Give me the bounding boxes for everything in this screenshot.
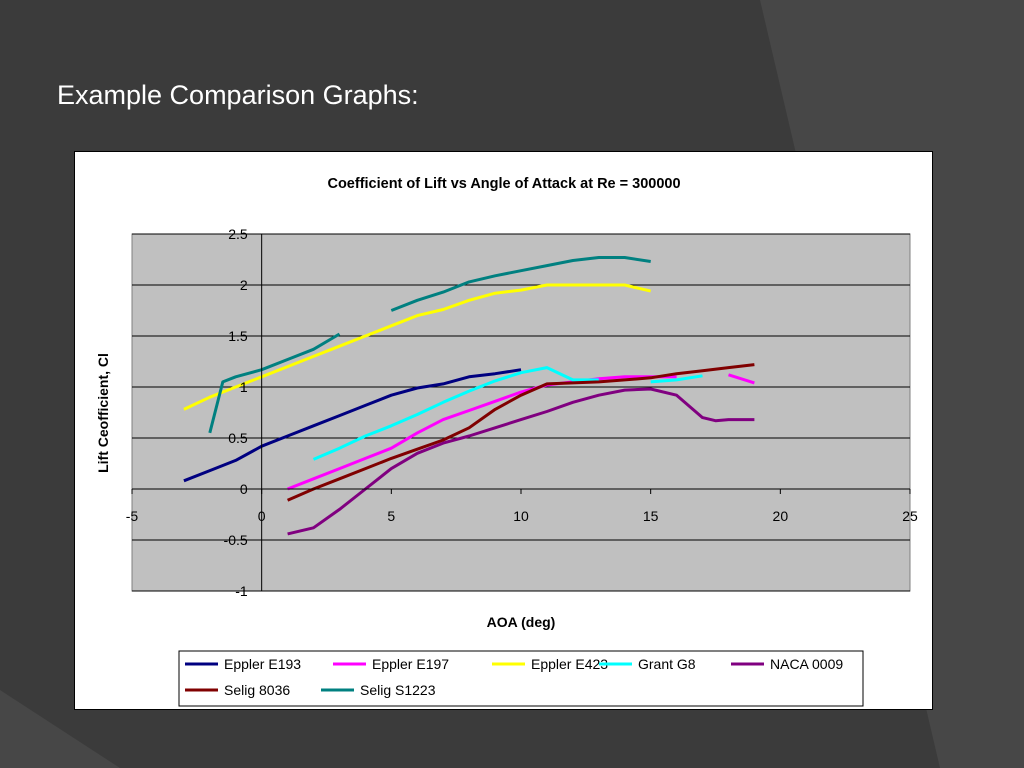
legend-label: NACA 0009 — [770, 656, 843, 672]
x-tick-label: 10 — [513, 508, 529, 524]
series-line-eppler-e197 — [728, 373, 755, 385]
series-line-eppler-e193 — [183, 368, 522, 483]
legend-label: Selig S1223 — [360, 682, 436, 698]
legend-label: Eppler E197 — [372, 656, 449, 672]
series-line-selig-s1223 — [390, 256, 651, 312]
x-tick-label: 25 — [902, 508, 918, 524]
chart-container: Coefficient of Lift vs Angle of Attack a… — [74, 151, 933, 710]
legend-item-grant-g8: Grant G8 — [599, 656, 696, 672]
chart-title: Coefficient of Lift vs Angle of Attack a… — [327, 176, 680, 192]
legend-label: Grant G8 — [638, 656, 696, 672]
legend-item-eppler-e197: Eppler E197 — [333, 656, 449, 672]
y-tick-label: -1 — [235, 583, 248, 599]
y-tick-label: -0.5 — [224, 532, 248, 548]
legend-item-naca-0009: NACA 0009 — [731, 656, 843, 672]
slide-title: Example Comparison Graphs: — [57, 80, 419, 110]
plot-area — [131, 233, 911, 592]
y-tick-label: 1.5 — [228, 328, 248, 344]
x-tick-label: 5 — [387, 508, 395, 524]
series-line-grant-g8 — [312, 366, 599, 461]
legend-item-eppler-e423: Eppler E423 — [492, 656, 608, 672]
x-tick-label: -5 — [126, 508, 139, 524]
legend-item-selig-8036: Selig 8036 — [185, 682, 290, 698]
series-line-eppler-e197 — [287, 375, 677, 491]
series-line-grant-g8 — [650, 374, 703, 384]
legend — [178, 650, 864, 707]
y-tick-label: 2.5 — [228, 226, 248, 242]
y-tick-label: 0.5 — [228, 430, 248, 446]
series-line-selig-8036 — [287, 363, 755, 502]
x-tick-label: 0 — [258, 508, 266, 524]
y-tick-label: 2 — [240, 277, 248, 293]
legend-item-selig-s1223: Selig S1223 — [321, 682, 436, 698]
y-axis-label: Lift Ceofficient, Cl — [95, 353, 111, 473]
legend-label: Selig 8036 — [224, 682, 290, 698]
series-line-naca-0009 — [287, 387, 755, 536]
x-tick-label: 20 — [773, 508, 789, 524]
legend-item-eppler-e193: Eppler E193 — [185, 656, 301, 672]
y-tick-label: 1 — [240, 379, 248, 395]
x-axis-label: AOA (deg) — [487, 614, 556, 630]
legend-label: Eppler E423 — [531, 656, 608, 672]
legend-label: Eppler E193 — [224, 656, 301, 672]
x-tick-label: 15 — [643, 508, 659, 524]
line-chart: Coefficient of Lift vs Angle of Attack a… — [95, 176, 918, 707]
